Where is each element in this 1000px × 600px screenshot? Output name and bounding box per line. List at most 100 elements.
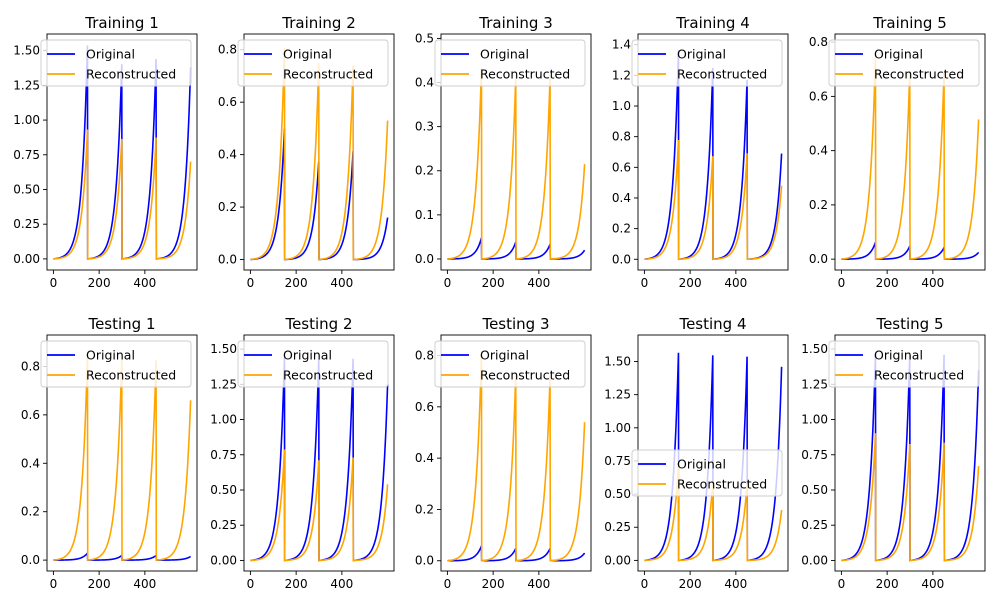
y-tick-label: 0.4 — [415, 451, 434, 465]
y-tick-label: 0.4 — [21, 456, 40, 470]
y-tick-label: 0.00 — [210, 553, 237, 567]
axes-frame — [637, 33, 789, 271]
y-tick-label: 0.50 — [210, 483, 237, 497]
legend: Original Reconstructed — [237, 340, 389, 388]
y-tick-label: 0.8 — [415, 349, 434, 363]
y-tick-label: 1.0 — [612, 99, 631, 113]
y-tick-label: 1.50 — [210, 342, 237, 356]
legend-label: Reconstructed — [677, 67, 767, 82]
x-tick-label: 0 — [838, 276, 846, 290]
legend-box — [828, 340, 980, 388]
y-tick-label: 0.2 — [415, 164, 434, 178]
legend-box — [434, 39, 586, 87]
x-tick-label: 400 — [330, 577, 353, 591]
legend-box — [237, 39, 389, 87]
subplot-5: Training 50 200 4000.00.20.40.60.8Original… — [809, 14, 986, 290]
series-line-reconstructed — [250, 47, 389, 261]
legend-box — [631, 39, 783, 87]
axes-frame — [46, 334, 198, 572]
y-tick-label: 0.5 — [415, 31, 434, 45]
axes-frame — [440, 33, 592, 271]
subplot-title: Testing 1 — [87, 315, 155, 333]
series-line-reconstructed — [447, 353, 586, 562]
x-tick-label: 400 — [133, 276, 156, 290]
legend-label: Reconstructed — [677, 477, 767, 492]
legend-box — [40, 340, 192, 388]
y-tick-label: 0.6 — [612, 160, 631, 174]
legend: Original Reconstructed — [237, 39, 389, 87]
y-tick-label: 0.0 — [415, 554, 434, 568]
y-tick-label: 1.2 — [612, 68, 631, 82]
y-tick-label: 0.2 — [809, 198, 828, 212]
axes-frame — [834, 33, 986, 271]
y-tick-label: 0.8 — [21, 359, 40, 373]
legend-box — [237, 340, 389, 388]
x-tick-label: 400 — [527, 577, 550, 591]
y-tick-label: 0.2 — [612, 222, 631, 236]
legend: Original Reconstructed — [631, 449, 783, 497]
x-tick-label: 400 — [724, 577, 747, 591]
legend-box — [40, 39, 192, 87]
subplot-8: Testing 3 0 200 400 0.0 0.2 0.4 0.6 0.8 Original R… — [415, 315, 592, 591]
y-tick-label: 0.3 — [415, 120, 434, 134]
y-tick-label: 0.0 — [415, 252, 434, 266]
y-tick-label: 0.75 — [604, 454, 631, 468]
subplot-1: Training 1 0 200 400 0.00 0.25 0.50 0.75 1.00 1.2… — [13, 14, 198, 290]
subplot-4: Training 4 0 200 400 0.0 0.2 0.4 0.6 0.8 1.0 1.2 1.… — [612, 14, 789, 290]
y-tick-label: 1.25 — [604, 388, 631, 402]
series-line-reconstructed — [53, 129, 192, 260]
x-tick-label: 400 — [724, 276, 747, 290]
subplot-6: Testing 1 0 200 400 0.0 0.2 0.4 0.6 0.8 Original R… — [21, 315, 198, 591]
y-tick-label: 0.50 — [13, 182, 40, 196]
y-tick-label: 0.75 — [210, 448, 237, 462]
series-line-reconstructed — [250, 449, 389, 562]
y-tick-label: 1.00 — [210, 413, 237, 427]
y-tick-label: 0.2 — [415, 502, 434, 516]
x-tick-label: 400 — [133, 577, 156, 591]
y-tick-label: 0.25 — [604, 520, 631, 534]
x-tick-label: 0 — [641, 276, 649, 290]
y-tick-label: 0.25 — [13, 217, 40, 231]
series-line-reconstructed — [841, 55, 980, 261]
subplot-9: Testing 4 0 200 400 0.00 0.25 0.50 0.75 1.00 1.25… — [604, 315, 789, 591]
legend-box — [828, 39, 980, 87]
legend-label: Original — [480, 348, 529, 363]
x-tick-label: 0 — [247, 276, 255, 290]
y-tick-label: 0.2 — [218, 200, 237, 214]
x-tick-label: 400 — [330, 276, 353, 290]
legend-label: Original — [677, 457, 726, 472]
axes-frame — [46, 33, 198, 271]
y-tick-label: 1.50 — [801, 342, 828, 356]
y-tick-label: 0.4 — [809, 144, 828, 158]
y-tick-label: 0.75 — [801, 448, 828, 462]
subplot-title: Training 4 — [675, 14, 750, 32]
y-tick-label: 1.00 — [604, 421, 631, 435]
x-tick-label: 0 — [50, 577, 58, 591]
legend-label: Original — [283, 348, 332, 363]
y-tick-label: 1.4 — [612, 38, 631, 52]
y-tick-label: 0.50 — [801, 483, 828, 497]
subplot-title: Testing 3 — [481, 315, 549, 333]
x-tick-label: 200 — [482, 577, 505, 591]
legend-label: Original — [283, 47, 332, 62]
x-tick-label: 400 — [921, 577, 944, 591]
legend: Original Reconstructed — [828, 340, 980, 388]
x-tick-label: 200 — [482, 276, 505, 290]
x-tick-label: 0 — [247, 577, 255, 591]
y-tick-label: 0.50 — [604, 487, 631, 501]
legend: Original Reconstructed — [631, 39, 783, 87]
series-line-reconstructed — [447, 68, 586, 260]
y-tick-label: 0.6 — [21, 408, 40, 422]
legend-box — [631, 449, 783, 497]
y-tick-label: 0.0 — [809, 252, 828, 266]
legend-label: Reconstructed — [283, 368, 373, 383]
axes-frame — [440, 334, 592, 572]
y-tick-label: 0.6 — [809, 89, 828, 103]
y-tick-label: 0.0 — [612, 252, 631, 266]
y-tick-label: 0.00 — [801, 553, 828, 567]
subplot-title: Testing 2 — [284, 315, 352, 333]
y-tick-label: 0.00 — [604, 553, 631, 567]
x-tick-label: 200 — [285, 276, 308, 290]
x-tick-label: 400 — [921, 276, 944, 290]
legend: Original Reconstructed — [40, 39, 192, 87]
